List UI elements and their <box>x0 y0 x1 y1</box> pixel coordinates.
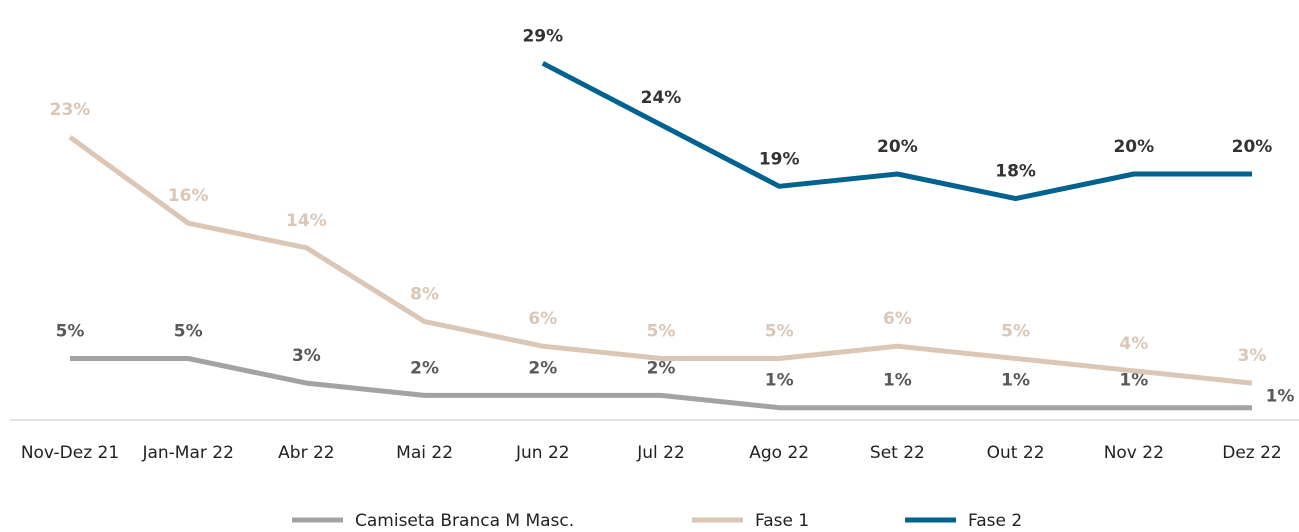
data-label: 23% <box>50 100 91 120</box>
data-label: 24% <box>641 88 682 108</box>
data-label: 19% <box>759 149 800 169</box>
data-label: 18% <box>995 162 1036 182</box>
x-tick-label: Mai 22 <box>396 443 453 463</box>
series-line <box>541 61 1252 202</box>
series-line <box>70 356 1252 411</box>
data-label: 1% <box>883 371 912 391</box>
data-label: 5% <box>56 322 85 342</box>
x-tick-label: Jul 22 <box>636 443 685 463</box>
data-label: 1% <box>1119 371 1148 391</box>
data-label: 5% <box>647 322 676 342</box>
x-tick-label: Dez 22 <box>1222 443 1282 463</box>
data-label: 20% <box>1232 137 1273 157</box>
x-tick-label: Out 22 <box>987 443 1045 463</box>
data-label: 2% <box>528 358 557 378</box>
data-label: 5% <box>765 322 794 342</box>
data-label: 5% <box>174 322 203 342</box>
data-label: 5% <box>1001 322 1030 342</box>
x-tick-label: Nov-Dez 21 <box>21 443 119 463</box>
data-label: 1% <box>1266 387 1295 407</box>
data-label: 3% <box>292 346 321 366</box>
x-tick-label: Nov 22 <box>1104 443 1164 463</box>
data-label: 29% <box>522 26 563 46</box>
data-label: 16% <box>168 186 209 206</box>
data-label: 2% <box>647 358 676 378</box>
data-label: 14% <box>286 211 327 231</box>
x-tick-label: Set 22 <box>870 443 925 463</box>
x-tick-label: Jan-Mar 22 <box>141 443 233 463</box>
data-label: 1% <box>765 371 794 391</box>
data-label: 20% <box>1113 137 1154 157</box>
data-label: 6% <box>528 309 557 329</box>
data-label: 2% <box>410 358 439 378</box>
x-tick-label: Jun 22 <box>515 443 570 463</box>
data-label: 1% <box>1001 371 1030 391</box>
x-tick-label: Abr 22 <box>278 443 334 463</box>
x-tick-label: Ago 22 <box>749 443 809 463</box>
data-label: 20% <box>877 137 918 157</box>
legend-label: Fase 1 <box>755 511 809 531</box>
legend-label: Fase 2 <box>968 511 1022 531</box>
data-label: 4% <box>1119 334 1148 354</box>
data-label: 3% <box>1238 346 1267 366</box>
data-label: 8% <box>410 285 439 305</box>
series-line <box>68 135 1253 386</box>
legend-label: Camiseta Branca M Masc. <box>355 511 574 531</box>
data-label: 6% <box>883 309 912 329</box>
